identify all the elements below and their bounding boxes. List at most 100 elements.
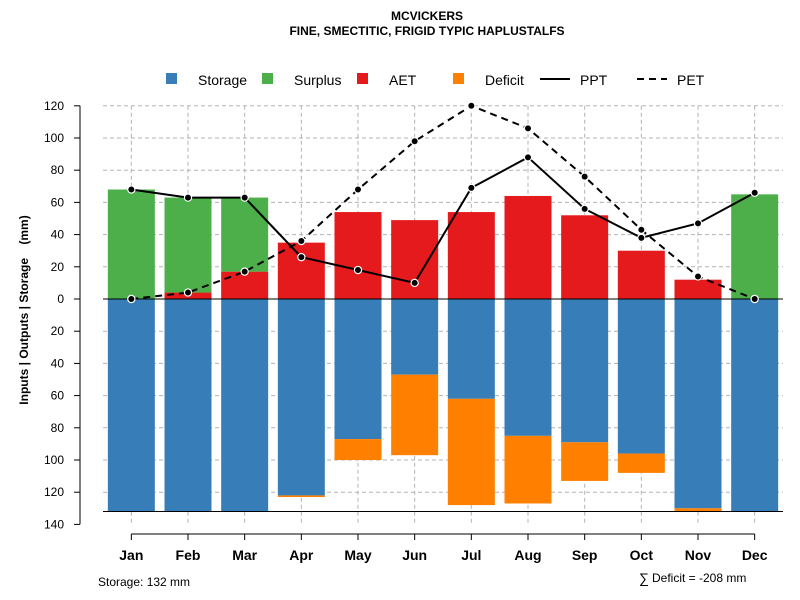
y-tick-label: 40 — [51, 356, 65, 370]
ppt-point-mar — [240, 193, 249, 202]
pet-point-apr — [297, 236, 306, 246]
ppt-point-sep — [580, 204, 589, 214]
aet-bar-sep — [561, 215, 609, 299]
storage-bar-jan — [107, 299, 155, 512]
ppt-point-jun — [410, 278, 419, 288]
legend-swatch-storage — [166, 73, 177, 84]
pet-point-jan — [127, 294, 136, 304]
ppt-point-jan — [127, 185, 136, 194]
aet-bar-jun — [391, 220, 439, 299]
x-tick-label-dec: Dec — [742, 547, 768, 563]
bars — [103, 189, 783, 513]
ppt-point-oct — [637, 233, 646, 243]
pet-point-aug — [523, 124, 533, 133]
chart-title: MCVICKERS — [391, 9, 463, 23]
storage-bar-nov — [674, 299, 722, 509]
ppt-point-aug — [523, 153, 533, 162]
legend-label-storage: Storage — [198, 72, 247, 88]
aet-bar-mar — [221, 271, 269, 299]
pet-point-nov — [693, 272, 703, 281]
ppt-point-apr — [297, 252, 306, 262]
y-tick-label: 100 — [44, 131, 64, 145]
pet-point-dec — [750, 294, 759, 304]
storage-bar-mar — [221, 299, 269, 512]
legend-label-aet: AET — [389, 72, 417, 88]
legend: Storage Surplus AET Deficit PPT PET — [166, 72, 705, 88]
x-tick-label-apr: Apr — [289, 547, 314, 563]
pet-line — [131, 104, 756, 300]
legend-label-ppt: PPT — [580, 72, 608, 88]
aet-bar-nov — [674, 279, 722, 299]
ppt-point-feb — [183, 193, 193, 202]
x-tick-label-jun: Jun — [402, 547, 427, 563]
x-tick-label-oct: Oct — [630, 547, 654, 563]
storage-bar-sep — [561, 299, 609, 443]
axes: 140 120 100 80 60 40 20 0 20 40 60 80 100 120 Jan Feb Ma… — [44, 99, 768, 563]
pet-point-jun — [410, 137, 419, 146]
deficit-bar-may — [334, 439, 382, 460]
legend-label-deficit: Deficit — [485, 72, 524, 88]
x-tick-label-jul: Jul — [461, 547, 481, 563]
y-tick-label: 20 — [51, 260, 65, 274]
ppt-point-jul — [467, 183, 476, 193]
y-tick-label: 60 — [51, 195, 65, 209]
storage-bar-jul — [447, 299, 495, 399]
x-tick-label-may: May — [344, 547, 371, 563]
legend-label-pet: PET — [677, 72, 705, 88]
storage-bar-oct — [617, 299, 665, 454]
ppt-point-dec — [750, 188, 759, 197]
storage-bar-apr — [277, 299, 325, 496]
sigma-symbol: ∑ — [639, 570, 649, 586]
storage-total-note: Storage: 132 mm — [98, 575, 190, 589]
storage-bar-aug — [504, 299, 552, 436]
y-tick-label: 80 — [51, 163, 65, 177]
storage-bar-jun — [391, 299, 439, 375]
x-tick-label-feb: Feb — [176, 547, 201, 563]
x-tick-label-nov: Nov — [685, 547, 712, 563]
aet-bar-oct — [617, 250, 665, 299]
chart-subtitle: FINE, SMECTITIC, FRIGID TYPIC HAPLUSTALF… — [289, 24, 564, 38]
pet-point-may — [353, 185, 363, 194]
legend-swatch-deficit — [453, 73, 464, 84]
deficit-total-note: Deficit = -208 mm — [652, 571, 746, 585]
y-tick-label: 140 — [44, 517, 64, 531]
aet-bar-apr — [277, 242, 325, 299]
storage-bar-may — [334, 299, 382, 440]
y-tick-label: 0 — [57, 292, 64, 306]
surplus-bar-jan — [107, 189, 155, 299]
pet-point-mar — [240, 267, 249, 276]
surplus-bar-mar — [221, 197, 269, 272]
surplus-bar-dec — [731, 194, 779, 299]
ppt-line — [131, 156, 756, 285]
deficit-bar-aug — [504, 435, 552, 504]
aet-bar-jul — [447, 212, 495, 299]
pet-point-sep — [580, 172, 589, 181]
y-axis-label: Inputs | Outputs | Storage (mm) — [17, 215, 31, 404]
x-tick-label-jan: Jan — [119, 547, 143, 563]
deficit-bar-apr — [277, 495, 325, 498]
y-tick-label: 120 — [44, 99, 64, 113]
surplus-bar-feb — [164, 197, 212, 293]
aet-bar-aug — [504, 195, 552, 299]
pet-point-oct — [637, 225, 646, 234]
legend-swatch-aet — [357, 73, 368, 84]
deficit-bar-nov — [674, 508, 722, 512]
deficit-bar-jun — [391, 374, 439, 456]
y-tick-label: 40 — [51, 228, 65, 242]
aet-bar-may — [334, 212, 382, 299]
y-tick-label: 80 — [51, 421, 65, 435]
y-tick-label: 20 — [51, 324, 65, 338]
x-tick-label-aug: Aug — [514, 547, 541, 563]
deficit-bar-oct — [617, 453, 665, 473]
y-tick-label: 60 — [51, 389, 65, 403]
legend-swatch-surplus — [262, 73, 273, 84]
deficit-bar-jul — [447, 398, 495, 506]
y-tick-label: 100 — [44, 453, 64, 467]
storage-bar-dec — [731, 299, 779, 512]
y-tick-label: 120 — [44, 485, 64, 499]
pet-point-jul — [467, 101, 476, 111]
ppt-point-may — [353, 265, 363, 275]
x-tick-label-sep: Sep — [572, 547, 598, 563]
legend-label-surplus: Surplus — [294, 72, 341, 88]
